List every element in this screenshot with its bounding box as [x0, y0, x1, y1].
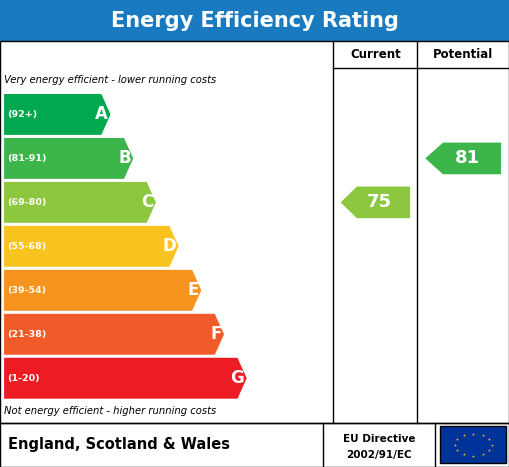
Text: Not energy efficient - higher running costs: Not energy efficient - higher running co… — [4, 406, 216, 417]
Polygon shape — [4, 226, 179, 267]
Text: F: F — [210, 325, 221, 343]
Polygon shape — [4, 358, 247, 399]
Polygon shape — [4, 138, 133, 179]
Text: C: C — [141, 193, 153, 212]
Polygon shape — [426, 142, 501, 174]
Text: Very energy efficient - lower running costs: Very energy efficient - lower running co… — [4, 75, 216, 85]
Text: (55-68): (55-68) — [7, 242, 46, 251]
Polygon shape — [4, 182, 156, 223]
Text: A: A — [95, 106, 108, 123]
Text: B: B — [118, 149, 131, 167]
Bar — [0, 0, 509, 41]
Text: D: D — [162, 237, 176, 255]
Text: E: E — [187, 281, 199, 299]
Text: (39-54): (39-54) — [7, 286, 46, 295]
Polygon shape — [4, 270, 201, 311]
Text: G: G — [231, 369, 244, 387]
Bar — [440, 426, 506, 463]
Text: (1-20): (1-20) — [7, 374, 40, 383]
Text: Energy Efficiency Rating: Energy Efficiency Rating — [110, 11, 399, 30]
Text: Potential: Potential — [433, 48, 493, 61]
Polygon shape — [4, 314, 224, 355]
Text: (81-91): (81-91) — [7, 154, 47, 163]
Text: EU Directive: EU Directive — [343, 434, 415, 445]
Text: (21-38): (21-38) — [7, 330, 46, 339]
Text: (92+): (92+) — [7, 110, 37, 119]
Text: (69-80): (69-80) — [7, 198, 46, 207]
Text: England, Scotland & Wales: England, Scotland & Wales — [8, 437, 230, 453]
Text: Current: Current — [350, 48, 401, 61]
Bar — [0, 41, 509, 423]
Bar — [0, 423, 509, 467]
Polygon shape — [4, 94, 110, 135]
Text: 81: 81 — [455, 149, 480, 167]
Polygon shape — [341, 186, 410, 218]
Text: 75: 75 — [366, 193, 391, 212]
Text: 2002/91/EC: 2002/91/EC — [347, 450, 412, 460]
